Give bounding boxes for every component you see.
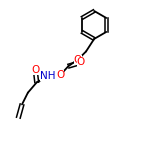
Text: O: O xyxy=(56,70,64,80)
Text: O: O xyxy=(77,57,85,68)
Text: O: O xyxy=(74,55,82,64)
Text: O: O xyxy=(31,65,39,75)
Text: NH: NH xyxy=(40,71,56,81)
